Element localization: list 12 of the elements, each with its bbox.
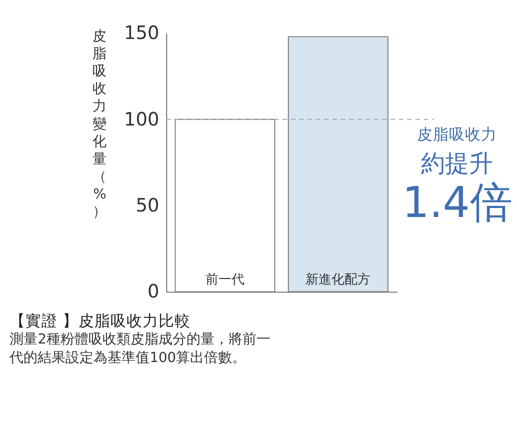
x-tick-label: 前一代 bbox=[206, 272, 245, 288]
text: 皮脂吸收力 bbox=[416, 124, 497, 144]
y-tick-label: 150 bbox=[124, 23, 160, 44]
text: 約提升 bbox=[420, 150, 493, 178]
y-tick-label: 0 bbox=[148, 282, 160, 303]
x-tick-label: 新進化配方 bbox=[306, 271, 371, 288]
annotation: 1.4倍 bbox=[402, 178, 512, 228]
text: 測量2種粉體吸收類皮脂成分的量，將前一代的結果設定為基準值100算出倍數。 bbox=[8, 331, 271, 366]
y-tick-label: 100 bbox=[124, 109, 160, 130]
text: 皮脂吸收力變化量（%） bbox=[92, 28, 107, 220]
y-tick-label: 50 bbox=[136, 196, 160, 217]
text: 【實證 】皮脂吸收力比較 bbox=[10, 310, 191, 330]
